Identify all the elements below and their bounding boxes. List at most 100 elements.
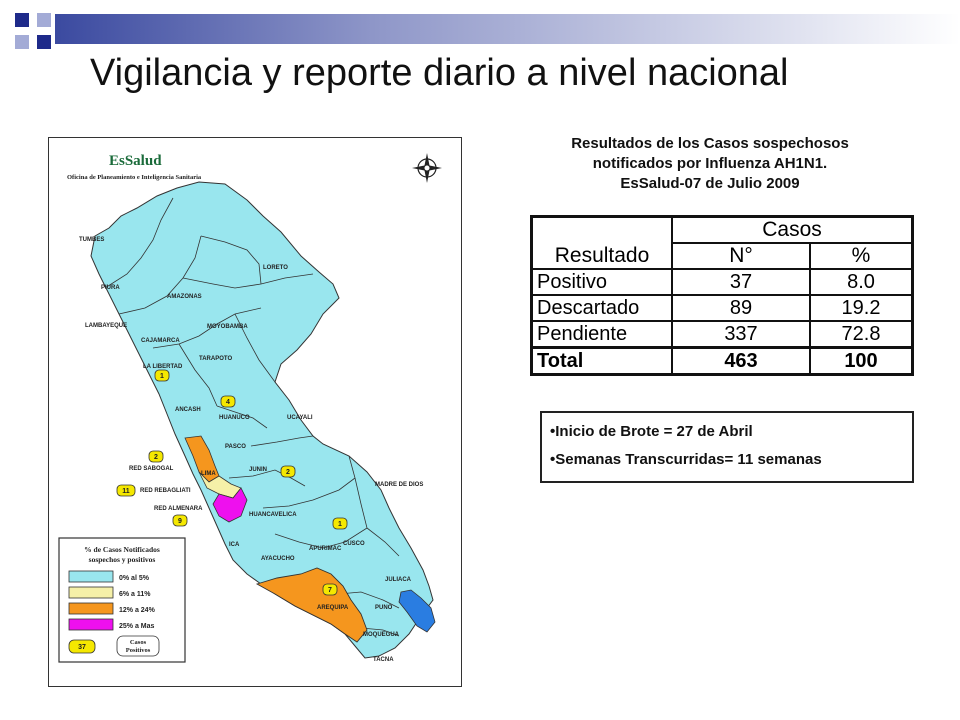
row-label: Descartado	[530, 294, 673, 322]
legend-cases-box	[116, 635, 160, 657]
case-badge: 1	[332, 517, 348, 530]
row-label: Pendiente	[530, 320, 673, 349]
region-label: APURIMAC	[309, 546, 342, 552]
col-header-result: Resultado	[530, 215, 673, 270]
row-n: 337	[671, 320, 811, 349]
region-label: MADRE DE DIOS	[375, 482, 423, 488]
region-arequipa	[255, 567, 368, 643]
table-row: Pendiente 337 72.8	[530, 320, 914, 349]
total-pct: 100	[809, 346, 914, 376]
region-lima-almenara	[212, 487, 248, 523]
region-label: CUSCO	[343, 541, 365, 547]
svg-text:9: 9	[178, 518, 182, 525]
region-label: ICA	[229, 542, 240, 548]
table-row: Positivo 37 8.0	[530, 268, 914, 296]
case-badge: 11	[116, 484, 136, 497]
region-label: AYACUCHO	[261, 556, 295, 562]
results-title-line: notificados por Influenza AH1N1.	[592, 155, 828, 172]
row-n: 89	[671, 294, 811, 322]
region-label: TUMBES	[79, 237, 104, 243]
legend-title: sospechos y positivos	[89, 555, 156, 564]
legend-label: 12% a 24%	[119, 607, 156, 614]
region-label: LIMA	[201, 471, 216, 477]
case-badge: 1	[154, 369, 170, 382]
region-label: HUANCAVELICA	[249, 512, 297, 518]
legend-title: % de Casos Notificados	[84, 545, 160, 554]
legend-swatch	[68, 618, 114, 631]
map-legend: % de Casos Notificados sospechos y posit…	[58, 537, 186, 663]
region-label: LORETO	[263, 265, 288, 271]
row-pct: 72.8	[809, 320, 914, 349]
col-header-pct: %	[809, 242, 914, 270]
region-label: ANCASH	[175, 407, 201, 413]
results-title-line: EsSalud-07 de Julio 2009	[620, 175, 800, 192]
legend-cases-label: Casos	[130, 639, 147, 646]
compass-icon	[412, 153, 442, 183]
region-label: RED ALMENARA	[154, 506, 203, 512]
note-weeks-elapsed: •Semanas Transcurridas= 11 semanas	[550, 451, 822, 468]
decor-square	[15, 35, 29, 49]
legend-badge	[68, 639, 96, 654]
region-label: LA LIBERTAD	[143, 364, 183, 370]
region-puno-highlight	[398, 589, 436, 633]
svg-text:2: 2	[154, 454, 158, 461]
case-badge: 2	[148, 450, 164, 463]
region-label: TARAPOTO	[199, 356, 232, 362]
row-pct: 8.0	[809, 268, 914, 296]
svg-text:7: 7	[328, 587, 332, 594]
region-label: CAJAMARCA	[141, 338, 180, 344]
map-svg: EsSalud Oficina de Planeamiento e Inteli…	[58, 153, 442, 663]
total-n: 463	[671, 346, 811, 376]
office-label: Oficina de Planeamiento e Inteligencia S…	[67, 174, 202, 181]
note-outbreak-start: •Inicio de Brote = 27 de Abril	[550, 423, 753, 440]
case-badge: 9	[172, 514, 188, 527]
total-label: Total	[530, 346, 673, 376]
slide-title: Vigilancia y reporte diario a nivel naci…	[90, 52, 789, 94]
svg-text:4: 4	[226, 399, 230, 406]
region-label: PASCO	[225, 444, 246, 450]
svg-text:11: 11	[122, 488, 130, 495]
region-label: AMAZONAS	[167, 294, 202, 300]
notes-box: •Inicio de Brote = 27 de Abril •Semanas …	[540, 411, 914, 483]
svg-text:1: 1	[338, 521, 342, 528]
brand-label: EsSalud	[109, 153, 162, 169]
region-label: PUNO	[375, 605, 393, 611]
header-gradient-bar	[55, 14, 960, 44]
legend-badge-value: 37	[78, 644, 86, 651]
region-borders	[104, 197, 400, 637]
results-title-line: Resultados de los Casos sospechosos	[571, 135, 849, 152]
col-header-cases: Casos	[671, 215, 914, 244]
legend-label: 25% a Mas	[119, 623, 155, 630]
row-pct: 19.2	[809, 294, 914, 322]
legend-swatch	[68, 586, 114, 599]
region-label: HUANUCO	[219, 415, 250, 421]
peru-territory	[90, 181, 434, 659]
peru-map: EsSalud Oficina de Planeamiento e Inteli…	[48, 137, 462, 687]
region-label: PIURA	[101, 285, 120, 291]
region-label: JUNIN	[249, 467, 267, 473]
legend-swatch	[68, 570, 114, 583]
table-row: Descartado 89 19.2	[530, 294, 914, 322]
legend-label: 6% a 11%	[119, 591, 151, 598]
case-badge: 7	[322, 583, 338, 596]
region-label: MOYOBAMBA	[207, 324, 248, 330]
case-badge: 4	[220, 395, 236, 408]
svg-text:1: 1	[160, 373, 164, 380]
row-n: 37	[671, 268, 811, 296]
region-label: UCAYALI	[287, 415, 313, 421]
region-label: JULIACA	[385, 577, 412, 583]
region-label: RED REBAGLIATI	[140, 488, 191, 494]
region-label: MOQUEGUA	[363, 632, 400, 638]
col-header-n: N°	[671, 242, 811, 270]
row-label: Positivo	[530, 268, 673, 296]
region-label: AREQUIPA	[317, 605, 349, 611]
decor-square	[37, 35, 51, 49]
decor-square	[15, 13, 29, 27]
legend-swatch	[68, 602, 114, 615]
case-badge: 2	[280, 465, 296, 478]
table-total-row: Total 463 100	[530, 346, 914, 376]
svg-text:2: 2	[286, 469, 290, 476]
results-title: Resultados de los Casos sospechosos noti…	[520, 134, 900, 194]
region-label: LAMBAYEQUE	[85, 323, 127, 329]
decor-square	[37, 13, 51, 27]
